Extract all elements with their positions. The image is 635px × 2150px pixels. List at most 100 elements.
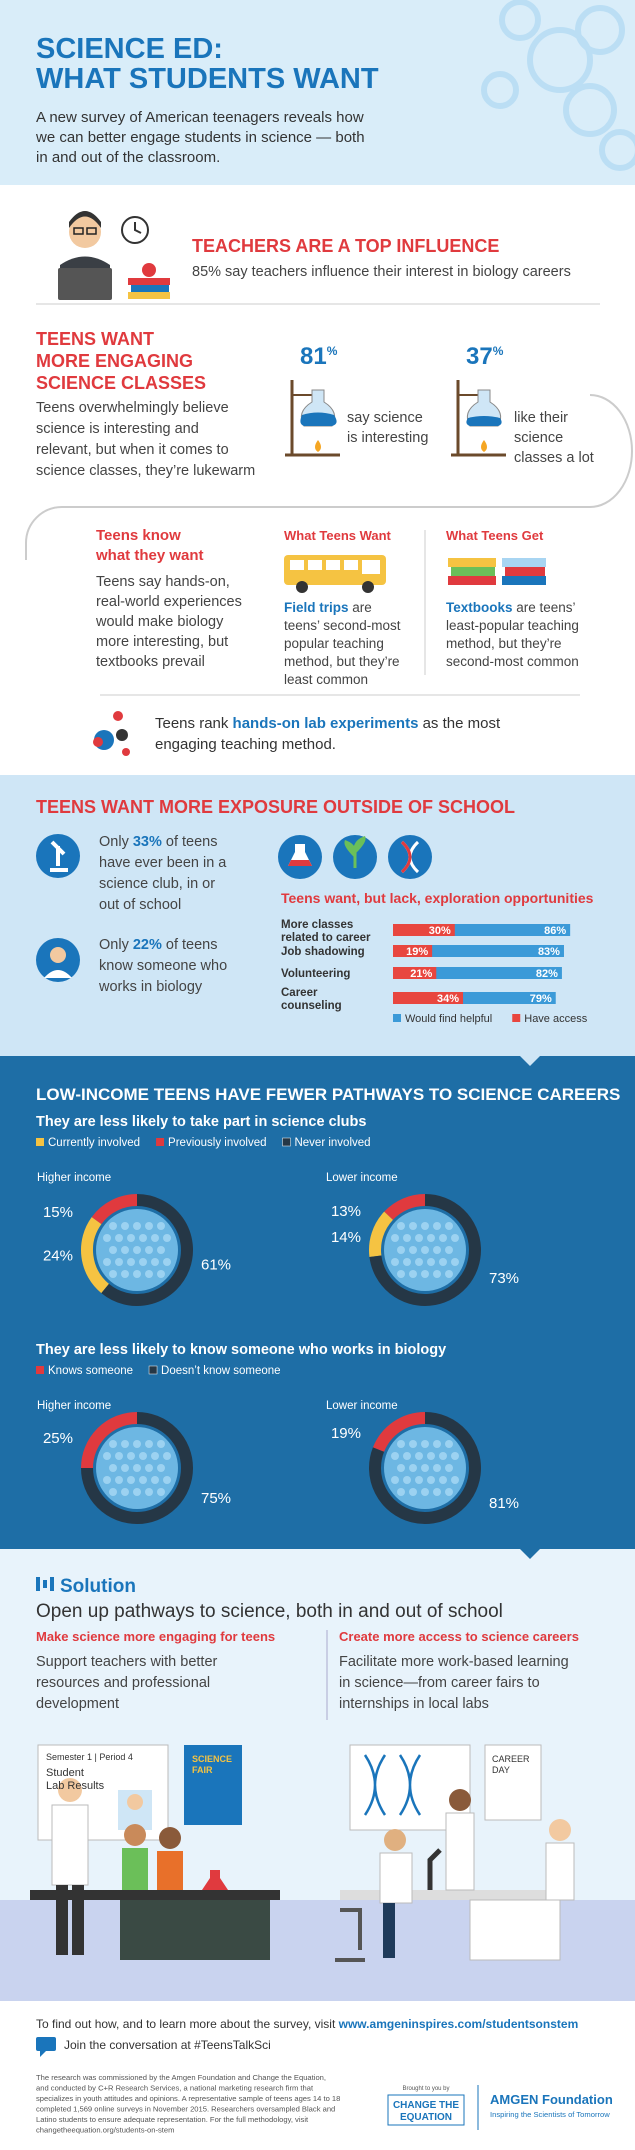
chart-title: Teens want, but lack, exploration opport… bbox=[281, 890, 594, 906]
donut-texture bbox=[397, 1222, 405, 1230]
footer-bg bbox=[0, 2001, 635, 2150]
legend-swatch bbox=[36, 1366, 44, 1374]
donut-texture bbox=[409, 1270, 417, 1278]
text-part: 33% bbox=[133, 834, 162, 850]
donut-texture bbox=[145, 1270, 153, 1278]
donut-texture bbox=[127, 1476, 135, 1484]
legend-swatch bbox=[393, 1014, 401, 1022]
donut-texture bbox=[409, 1246, 417, 1254]
bus-icon bbox=[284, 555, 386, 593]
molecule-icon bbox=[93, 711, 130, 756]
legend-label: Previously involved bbox=[168, 1137, 266, 1149]
logo-text: Inspiring the Scientists of Tomorrow bbox=[490, 2110, 610, 2119]
flask-icon bbox=[285, 380, 340, 457]
methodology: and conducted by C+R Research Services, … bbox=[36, 2084, 314, 2093]
column-text: in science—from career fairs to bbox=[339, 1675, 540, 1691]
logo-text: Brought to you by bbox=[402, 2086, 449, 2092]
donut-texture bbox=[415, 1234, 423, 1242]
donut-texture bbox=[121, 1222, 129, 1230]
column-title: Make science more engaging for teens bbox=[36, 1629, 275, 1644]
stat-text: say science bbox=[347, 410, 423, 426]
title: WHAT STUDENTS WANT bbox=[36, 63, 379, 95]
data-label: 19% bbox=[331, 1425, 361, 1442]
donut-texture bbox=[421, 1246, 429, 1254]
donut-texture bbox=[397, 1246, 405, 1254]
donut-texture bbox=[139, 1258, 147, 1266]
methodology: Latino students to ensure adequate repre… bbox=[36, 2115, 309, 2124]
group-label: Lower income bbox=[326, 1172, 398, 1184]
donut-texture bbox=[391, 1258, 399, 1266]
fact: know someone who bbox=[99, 958, 227, 974]
donut-texture bbox=[391, 1234, 399, 1242]
fact: have ever been in a bbox=[99, 855, 227, 871]
illustration-text: SCIENCE bbox=[192, 1754, 232, 1764]
illustration-text: Semester 1 | Period 4 bbox=[46, 1752, 133, 1762]
methodology: specializes in youth attitudes and opini… bbox=[36, 2094, 340, 2103]
text-part: of teens bbox=[162, 937, 218, 953]
donut-texture bbox=[145, 1440, 153, 1448]
donut-texture bbox=[445, 1440, 453, 1448]
donut-texture bbox=[157, 1270, 165, 1278]
donut-texture bbox=[103, 1234, 111, 1242]
classroom-illustration bbox=[30, 1744, 280, 1960]
illustration-text: CAREER bbox=[492, 1754, 530, 1764]
donut-texture bbox=[409, 1440, 417, 1448]
donut-texture bbox=[151, 1234, 159, 1242]
body-text: second-most common bbox=[446, 654, 579, 669]
donut-texture bbox=[445, 1464, 453, 1472]
donut-texture bbox=[445, 1246, 453, 1254]
text-part: hands-on lab experiments bbox=[233, 715, 419, 732]
subtitle: we can better engage students in science… bbox=[35, 129, 365, 146]
bar bbox=[393, 945, 564, 957]
text-part: Only bbox=[99, 937, 133, 953]
donut-texture bbox=[433, 1488, 441, 1496]
donut-texture bbox=[157, 1440, 165, 1448]
stat: 37% bbox=[466, 343, 504, 370]
body-text: method, but they’re bbox=[446, 636, 562, 651]
text-part: Textbooks bbox=[446, 600, 513, 615]
cte-logo-box bbox=[387, 2094, 465, 2126]
donut-texture bbox=[427, 1258, 435, 1266]
heading: What Teens Get bbox=[446, 528, 544, 543]
header-bg bbox=[0, 0, 635, 185]
donut-texture bbox=[109, 1246, 117, 1254]
fact: Only 22% of teens bbox=[99, 937, 218, 953]
donut-texture bbox=[397, 1464, 405, 1472]
logo-text: CHANGE THE bbox=[393, 2100, 459, 2111]
donut-texture bbox=[163, 1476, 171, 1484]
section-bg bbox=[0, 775, 635, 1056]
donut-segment bbox=[81, 1217, 110, 1294]
body-text: least-popular teaching bbox=[446, 618, 579, 633]
donut-texture bbox=[133, 1440, 141, 1448]
stat-unit: % bbox=[327, 344, 338, 358]
rank-text: Teens rank hands-on lab experiments as t… bbox=[155, 715, 501, 732]
donut-texture bbox=[103, 1452, 111, 1460]
donut-texture bbox=[151, 1258, 159, 1266]
donut-texture bbox=[121, 1464, 129, 1472]
heading: MORE ENGAGING bbox=[36, 351, 193, 371]
body-text: Field trips are bbox=[284, 600, 372, 615]
donut-texture bbox=[421, 1464, 429, 1472]
donut-texture bbox=[391, 1452, 399, 1460]
data-label: 19% bbox=[406, 946, 428, 958]
data-label: 14% bbox=[331, 1229, 361, 1246]
subtitle: in and out of the classroom. bbox=[36, 149, 220, 166]
donut-texture bbox=[163, 1452, 171, 1460]
donut-segment bbox=[101, 1194, 193, 1306]
donut-texture bbox=[121, 1440, 129, 1448]
data-label: 86% bbox=[544, 925, 566, 937]
solution-icon bbox=[36, 1577, 54, 1591]
donut-texture bbox=[433, 1246, 441, 1254]
data-label: 34% bbox=[437, 993, 459, 1005]
donut-texture bbox=[433, 1222, 441, 1230]
legend-swatch bbox=[512, 1014, 521, 1022]
category-label: counseling bbox=[281, 1000, 342, 1012]
donut-texture bbox=[409, 1464, 417, 1472]
donut-texture bbox=[445, 1488, 453, 1496]
body-text: Teens say hands-on, bbox=[96, 574, 230, 590]
donut-texture bbox=[133, 1464, 141, 1472]
body-text: least common bbox=[284, 672, 368, 687]
donut-texture bbox=[109, 1222, 117, 1230]
donut-texture bbox=[445, 1270, 453, 1278]
column-title: Create more access to science careers bbox=[339, 1629, 579, 1644]
